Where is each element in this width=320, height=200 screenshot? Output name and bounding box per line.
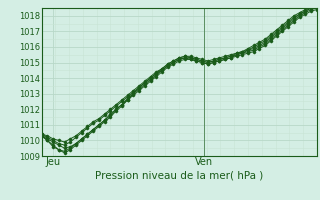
X-axis label: Pression niveau de la mer( hPa ): Pression niveau de la mer( hPa ) <box>95 170 263 180</box>
